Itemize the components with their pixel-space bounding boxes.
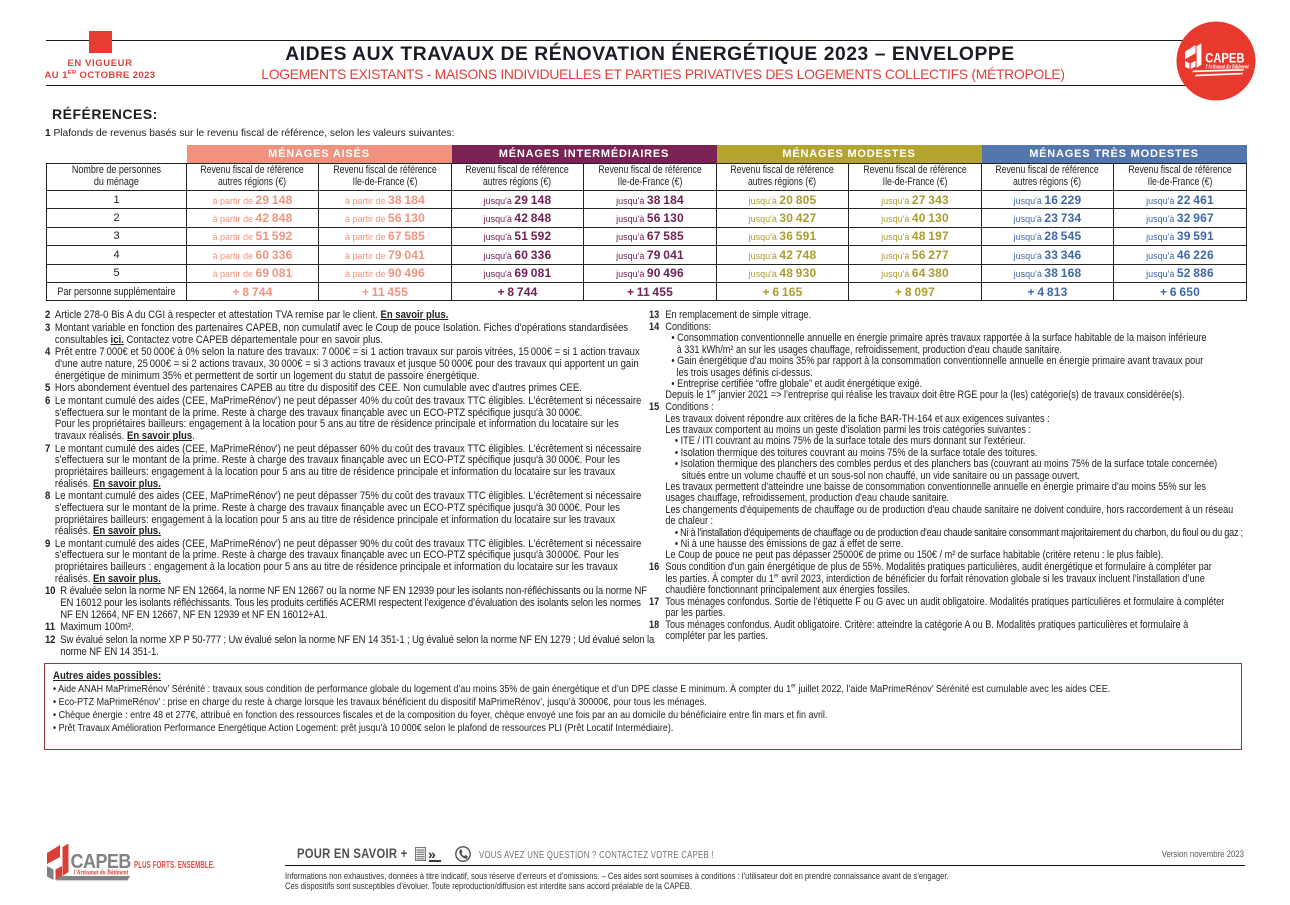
svg-text:CAPEB: CAPEB — [71, 851, 131, 873]
svg-text:CAPEB: CAPEB — [1205, 50, 1244, 65]
svg-text:l'Artisanat du Bâtiment: l'Artisanat du Bâtiment — [74, 869, 129, 877]
svg-text:l'Artisanat du Bâtiment: l'Artisanat du Bâtiment — [1206, 64, 1250, 71]
